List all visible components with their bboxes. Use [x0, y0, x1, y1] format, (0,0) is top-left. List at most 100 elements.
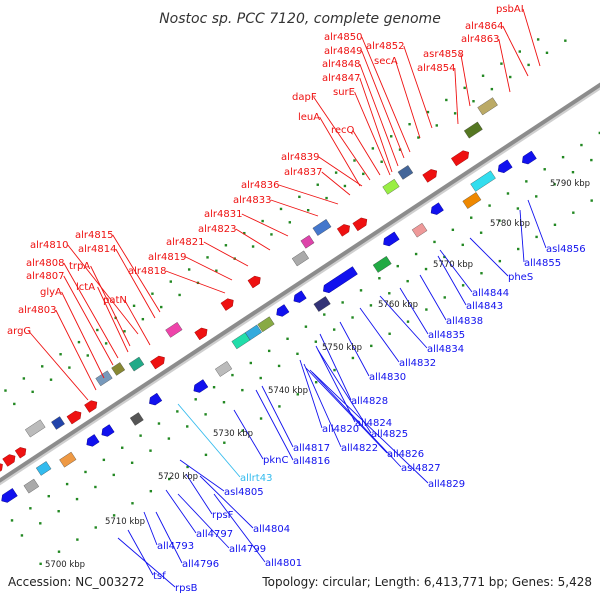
accession-text: Accession: NC_003272: [8, 575, 144, 589]
gene-feature: [111, 362, 126, 376]
gene-feature: [128, 356, 145, 372]
gene-feature: [66, 410, 82, 425]
forward-gene-label: argG: [7, 326, 31, 337]
forward-gene-label: alr4814: [78, 244, 116, 255]
tick-dot: [241, 388, 244, 392]
gene-feature: [462, 192, 482, 209]
reverse-gene-label: all4804: [253, 524, 290, 535]
tick-dot: [151, 292, 154, 295]
gene-box: [35, 461, 52, 476]
tick-dot: [251, 245, 255, 248]
forward-gene-arrow: [66, 410, 82, 425]
forward-gene-label: alr4823: [198, 224, 236, 235]
forward-gene-label: alr4849: [324, 46, 362, 57]
tick-dot: [453, 112, 457, 115]
gene-box: [312, 219, 332, 236]
forward-gene-label: alr4864: [465, 21, 503, 32]
tick-label: 5760 kbp: [378, 300, 418, 310]
gene-feature: [59, 451, 77, 468]
tick-dot: [572, 211, 575, 214]
gene-box: [300, 235, 315, 249]
label-leader: [519, 209, 525, 263]
gene-feature: [293, 290, 307, 303]
tick-dot: [13, 402, 16, 406]
reverse-gene-arrow: [497, 159, 513, 174]
tick-dot: [325, 196, 328, 200]
reverse-gene-arrow: [522, 150, 537, 165]
reverse-gene-label: all4820: [322, 424, 359, 435]
label-leader: [155, 511, 183, 564]
reverse-gene-label: all4816: [293, 456, 330, 467]
label-leader: [185, 473, 213, 515]
label-leader: [177, 493, 230, 549]
label-leader: [270, 199, 319, 217]
tick-dot: [59, 353, 62, 356]
gene-box: [257, 316, 275, 333]
label-leader: [361, 36, 411, 153]
reverse-gene-label: all4844: [472, 288, 509, 299]
gene-feature: [323, 266, 358, 294]
tick-label: 5780 kbp: [490, 219, 530, 229]
gene-box: [129, 412, 144, 426]
tick-dot: [186, 425, 189, 428]
tick-dot: [443, 296, 446, 299]
tick-dot: [353, 159, 356, 162]
map-title: Nostoc sp. PCC 7120, complete genome: [159, 11, 441, 27]
forward-gene-arrow: [14, 447, 27, 459]
gene-feature: [194, 327, 208, 341]
gene-box: [463, 121, 483, 139]
tick-dot: [481, 74, 485, 77]
reverse-gene-label: all4817: [293, 443, 330, 454]
tick-dot: [94, 526, 97, 529]
gene-box: [291, 250, 309, 267]
gene-box: [23, 478, 40, 494]
gene-feature: [0, 462, 3, 478]
tick-dot: [500, 62, 503, 65]
tick-dot: [241, 429, 244, 432]
label-leader: [127, 529, 154, 576]
tick-dot: [267, 349, 271, 353]
tick-dot: [535, 235, 538, 239]
tick-dot: [388, 292, 391, 295]
reverse-gene-arrow: [293, 290, 307, 303]
tick-dot: [76, 538, 79, 541]
tick-dot: [463, 86, 466, 90]
tick-dot: [535, 195, 538, 198]
reverse-gene-label: all4829: [428, 479, 465, 490]
tick-dot: [590, 158, 593, 162]
gene-box: [372, 256, 392, 273]
reverse-gene-label: all4828: [351, 396, 388, 407]
forward-gene-label: alr4839: [281, 152, 319, 163]
tick-dot: [131, 502, 134, 505]
tick-dot: [414, 252, 418, 256]
tick-dot: [77, 340, 81, 344]
forward-gene-label: alr4863: [461, 34, 499, 45]
tick-dot: [516, 207, 520, 210]
gene-feature: [451, 150, 470, 167]
forward-gene-label: alr4818: [128, 266, 166, 277]
tick-dot: [525, 180, 528, 183]
reverse-gene-label: all4830: [369, 372, 406, 383]
tick-dot: [130, 461, 134, 464]
tick-dot: [306, 208, 310, 212]
label-leader: [361, 50, 405, 159]
tick-dot: [359, 289, 363, 292]
tick-dot: [169, 280, 172, 283]
tick-dot: [278, 405, 281, 408]
tick-dot: [96, 328, 99, 332]
label-leader: [522, 8, 541, 67]
label-leader: [233, 409, 264, 460]
gene-feature: [300, 235, 315, 249]
gene-feature: [165, 322, 183, 338]
gene-feature: [397, 165, 414, 180]
label-leader: [359, 77, 393, 173]
label-leader: [318, 156, 363, 187]
label-leader: [115, 248, 156, 319]
tick-dot: [141, 317, 145, 321]
reverse-gene-label: all4799: [229, 544, 266, 555]
tick-dot: [204, 413, 207, 416]
reverse-gene-arrow: [193, 379, 209, 393]
label-leader: [305, 367, 388, 454]
topology-text: Topology: circular; Length: 6,413,771 bp…: [261, 575, 592, 589]
tick-dot: [49, 378, 53, 381]
